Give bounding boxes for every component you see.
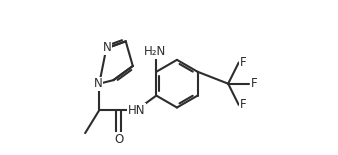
Text: HN: HN [127, 104, 145, 117]
Text: H₂N: H₂N [143, 45, 166, 58]
Text: F: F [240, 98, 246, 111]
Text: N: N [103, 41, 112, 54]
Text: F: F [240, 56, 246, 69]
Text: O: O [114, 133, 123, 146]
Text: N: N [94, 77, 103, 90]
Text: F: F [251, 77, 258, 90]
